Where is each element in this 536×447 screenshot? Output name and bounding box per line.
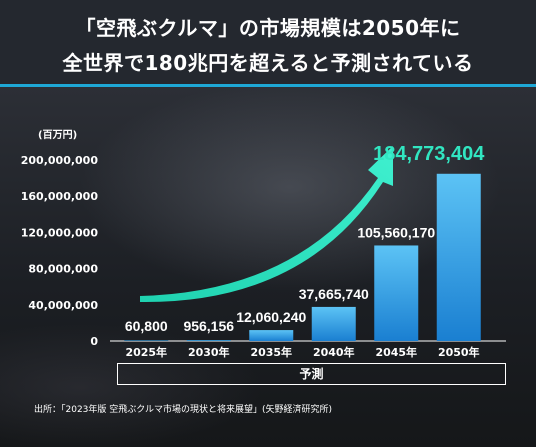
accent-divider xyxy=(0,84,536,87)
y-tick-label: 80,000,000 xyxy=(28,263,98,276)
value-label: 956,156 xyxy=(183,318,234,334)
x-category-label: 2030年 xyxy=(188,345,230,359)
x-category-label: 2035年 xyxy=(250,345,292,359)
y-tick-label: 160,000,000 xyxy=(21,190,99,203)
title-banner: 「空飛ぶクルマ」の市場規模は2050年に 全世界で180兆円を超えると予測されて… xyxy=(0,0,536,84)
value-label: 60,800 xyxy=(125,318,168,334)
y-tick-label: 40,000,000 xyxy=(28,299,98,312)
y-tick-label: 120,000,000 xyxy=(21,226,99,239)
x-category-label: 2045年 xyxy=(375,345,417,359)
y-axis: 0 40,000,000 80,000,000 120,000,000 160,000,… xyxy=(21,154,99,348)
value-label: 105,560,170 xyxy=(357,224,435,240)
title-line-1: 「空飛ぶクルマ」の市場規模は2050年に xyxy=(75,16,461,40)
forecast-bracket: 予測 xyxy=(117,363,506,385)
bar-2040年 xyxy=(311,306,356,341)
growth-arrow xyxy=(140,146,393,303)
bar-2045年 xyxy=(374,245,419,341)
bar-2050年 xyxy=(436,173,481,341)
value-label: 184,773,404 xyxy=(373,143,485,165)
forecast-label: 予測 xyxy=(299,367,324,381)
x-category-label: 2050年 xyxy=(438,345,480,359)
y-tick-label: 200,000,000 xyxy=(21,154,99,167)
value-label: 37,665,740 xyxy=(299,286,369,302)
bar-series xyxy=(124,173,481,341)
value-label: 12,060,240 xyxy=(236,309,306,325)
title-line-2: 全世界で180兆円を超えると予測されている xyxy=(62,51,474,75)
x-category-label: 2025年 xyxy=(125,345,167,359)
y-axis-unit: (百万円) xyxy=(38,129,77,141)
y-tick-label: 0 xyxy=(90,335,98,348)
bar-2025年 xyxy=(124,340,169,341)
source-note: 出所：「2023年版 空飛ぶクルマ市場の現状と将来展望」(矢野経済研究所) xyxy=(34,405,333,415)
x-category-label: 2040年 xyxy=(313,345,355,359)
x-axis-categories: 2025年 2030年 2035年 2040年 2045年 2050年 xyxy=(125,345,479,359)
bar-2030年 xyxy=(186,340,231,341)
bar-2035年 xyxy=(249,330,294,341)
